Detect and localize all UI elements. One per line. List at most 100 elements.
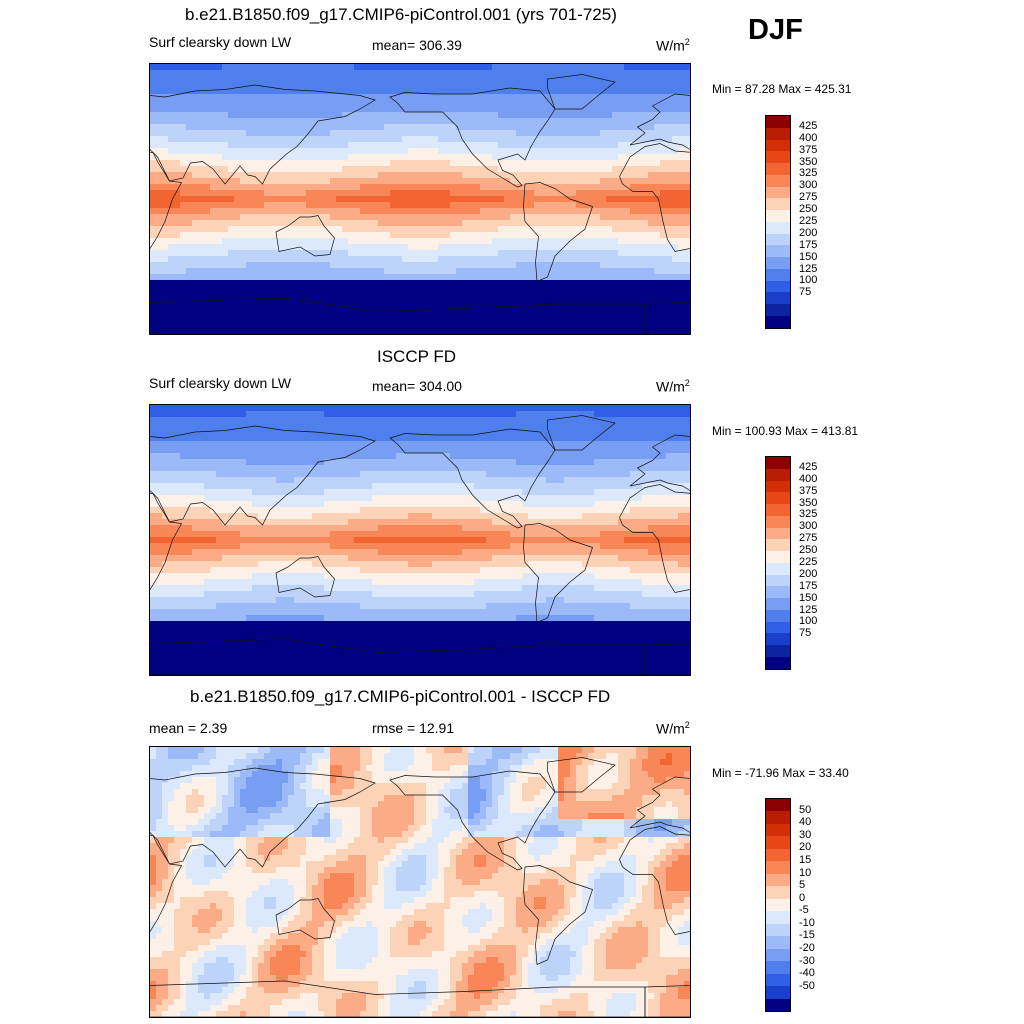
colorbar-swatch (766, 468, 790, 481)
colorbar-tick-label: 375 (799, 484, 818, 497)
colorbar-tick-label: -10 (799, 916, 815, 929)
season-label: DJF (748, 14, 803, 46)
colorbar-swatch (766, 811, 790, 824)
colorbar-swatch (766, 961, 790, 974)
colorbar-tick-label: 10 (799, 866, 812, 879)
colorbar-swatch (766, 515, 790, 528)
panel2-unit-label: W/m2 (656, 378, 690, 395)
colorbar-tick-label: 15 (799, 853, 812, 866)
colorbar-swatch (766, 823, 790, 837)
colorbar-tick-label: 250 (799, 203, 818, 216)
colorbar-swatch (766, 233, 790, 246)
colorbar-tick-label: 275 (799, 532, 818, 545)
panel3-title: b.e21.B1850.f09_g17.CMIP6-piControl.001 … (190, 687, 611, 706)
panel3-rmse-label: rmse = 12.91 (372, 720, 455, 736)
colorbar-swatch (766, 257, 790, 269)
colorbar-tick-label: 75 (799, 627, 812, 640)
colorbar-swatch (766, 645, 790, 658)
colorbar-tick-label: 275 (799, 191, 818, 204)
colorbar-tick-label: 325 (799, 508, 818, 521)
colorbar-swatch (766, 836, 790, 849)
colorbar-tick-label: 325 (799, 167, 818, 180)
colorbar-tick-label: 200 (799, 567, 818, 580)
panel3-mean-label: mean = 2.39 (149, 720, 228, 736)
colorbar-swatch (766, 210, 790, 222)
colorbar-swatch (766, 151, 790, 164)
colorbar-tick-label: -40 (799, 967, 815, 980)
colorbar-tick-label: 20 (799, 841, 812, 854)
colorbar-tick-label: 0 (799, 891, 806, 904)
colorbar-tick-label: 5 (799, 879, 806, 892)
colorbar-tick-label: 400 (799, 131, 818, 144)
colorbar-tick-label: 125 (799, 603, 818, 616)
panel1-title: b.e21.B1850.f09_g17.CMIP6-piControl.001 … (185, 5, 617, 24)
panel2-mean-label: mean= 304.00 (372, 378, 462, 394)
colorbar-tick-label: -50 (799, 979, 815, 992)
colorbar-swatch (766, 633, 790, 646)
colorbar-swatch (766, 268, 790, 281)
colorbar-swatch (766, 316, 790, 328)
colorbar-swatch (766, 586, 790, 599)
colorbar-swatch (766, 221, 790, 234)
colorbar-tick-label: 425 (799, 119, 818, 132)
colorbar-swatch (766, 457, 790, 469)
colorbar-swatch (766, 973, 790, 987)
colorbar-swatch (766, 657, 790, 669)
colorbar-tick-label: 425 (799, 460, 818, 473)
panel2-minmax-label: Min = 100.93 Max = 413.81 (712, 424, 859, 438)
colorbar-tick-label: 300 (799, 179, 818, 192)
colorbar-swatch (766, 936, 790, 949)
colorbar-swatch (766, 245, 790, 258)
colorbar-tick-label: 200 (799, 226, 818, 239)
colorbar-tick-label: 250 (799, 544, 818, 557)
colorbar-swatch (766, 948, 790, 962)
colorbar-tick-label: 30 (799, 828, 812, 841)
colorbar-tick-label: 225 (799, 215, 818, 227)
colorbar-tick-label: 175 (799, 579, 818, 592)
panel3-minmax-label: Min = -71.96 Max = 33.40 (712, 766, 849, 780)
colorbar-tick-label: 150 (799, 591, 818, 604)
colorbar-swatch (766, 848, 790, 862)
panel1-map (149, 63, 691, 335)
colorbar-swatch (766, 504, 790, 516)
colorbar-swatch (766, 609, 790, 622)
colorbar-swatch (766, 551, 790, 563)
panel2-variable-label: Surf clearsky down LW (149, 375, 292, 391)
colorbar-swatch (766, 186, 790, 199)
colorbar-tick-label: 175 (799, 238, 818, 251)
colorbar-swatch (766, 574, 790, 587)
panel3-unit-label: W/m2 (656, 720, 690, 737)
colorbar-tick-label: 350 (799, 155, 818, 168)
colorbar-swatch (766, 886, 790, 899)
panel1-variable-label: Surf clearsky down LW (149, 34, 292, 50)
panel1-unit-label: W/m2 (656, 37, 690, 54)
colorbar-tick-label: 75 (799, 286, 812, 299)
colorbar-tick-label: 150 (799, 250, 818, 263)
colorbar-swatch (766, 799, 790, 812)
colorbar-tick-label: 100 (799, 615, 818, 628)
colorbar-tick-label: -5 (799, 904, 809, 917)
colorbar-swatch (766, 539, 790, 552)
colorbar-swatch (766, 139, 790, 152)
colorbar-tick-label: 225 (799, 556, 818, 568)
colorbar-swatch (766, 304, 790, 317)
panel3-map (149, 746, 691, 1018)
colorbar-swatch (766, 198, 790, 211)
colorbar-swatch (766, 873, 790, 887)
colorbar-swatch (766, 621, 790, 634)
colorbar-swatch (766, 127, 790, 140)
colorbar-tick-label: 400 (799, 472, 818, 485)
panel2-map (149, 404, 691, 676)
panel1-minmax-label: Min = 87.28 Max = 425.31 (712, 82, 852, 96)
colorbar-tick-label: 125 (799, 262, 818, 275)
panel1-mean-label: mean= 306.39 (372, 37, 462, 53)
colorbar-swatch (766, 292, 790, 305)
colorbar-swatch (766, 527, 790, 540)
colorbar-tick-label: 350 (799, 496, 818, 509)
colorbar-swatch (766, 998, 790, 1011)
colorbar-swatch (766, 492, 790, 505)
colorbar-swatch (766, 923, 790, 937)
colorbar-swatch (766, 480, 790, 493)
colorbar-tick-label: 375 (799, 143, 818, 156)
colorbar-swatch (766, 163, 790, 175)
